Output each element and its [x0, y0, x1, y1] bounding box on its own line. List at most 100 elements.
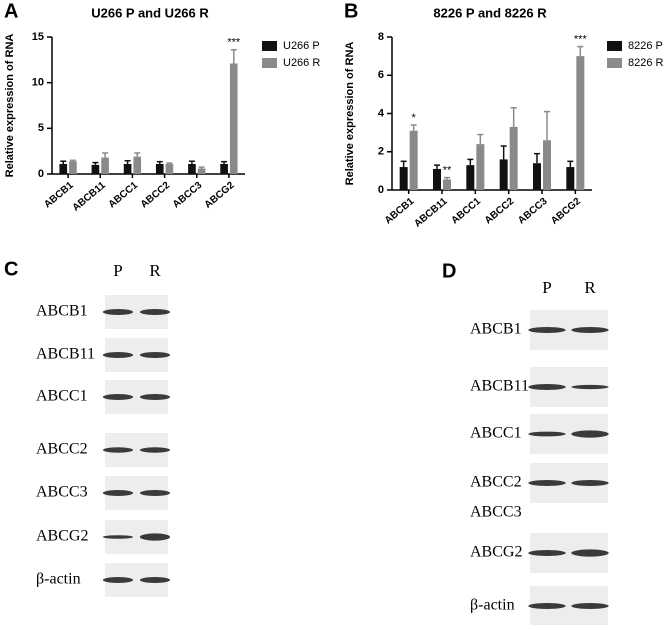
significance-label: ** — [443, 164, 452, 176]
bar — [69, 161, 77, 174]
y-tick-label: 0 — [378, 184, 384, 196]
bar — [91, 164, 100, 174]
x-tick-label: ABCC1 — [107, 180, 141, 211]
bar — [499, 159, 508, 190]
bar — [409, 130, 418, 190]
x-tick-label: ABCC2 — [139, 180, 173, 211]
bar — [399, 167, 408, 190]
blot-band — [571, 327, 609, 333]
blot-band — [102, 309, 134, 315]
protein-label: β-actin — [36, 571, 81, 588]
protein-label: ABCB1 — [470, 321, 522, 338]
legend-label: 8226 P — [628, 40, 663, 52]
protein-label: ABCC1 — [470, 425, 522, 442]
blot-band — [139, 394, 171, 400]
bar — [509, 126, 518, 190]
lane-label: P — [542, 278, 551, 297]
legend-swatch — [607, 41, 622, 51]
y-axis-label: Relative expression of RNA — [344, 42, 356, 186]
blot-band — [139, 533, 171, 541]
panel-label: C — [4, 258, 18, 280]
bar — [566, 167, 575, 190]
significance-label: *** — [227, 37, 241, 49]
x-tick-label: ABCG2 — [549, 196, 583, 227]
bar — [476, 144, 485, 190]
panel-label: A — [4, 0, 18, 22]
blot-band — [102, 535, 134, 539]
bar — [576, 56, 585, 190]
x-tick-label: ABCC3 — [516, 196, 550, 227]
blot-band — [571, 603, 609, 609]
blot-band — [528, 384, 566, 390]
protein-label: ABCG2 — [470, 544, 522, 561]
blot-band — [571, 480, 609, 486]
y-axis-label: Relative expression of RNA — [4, 34, 16, 178]
protein-label: ABCC3 — [36, 484, 88, 501]
bar — [155, 163, 164, 174]
legend-swatch — [262, 58, 277, 68]
legend-label: U266 R — [283, 57, 320, 69]
bar — [101, 157, 109, 174]
bar — [543, 140, 551, 190]
blot-band — [528, 480, 566, 486]
bar — [59, 163, 68, 174]
legend-swatch — [607, 58, 622, 68]
legend-label: U266 P — [283, 40, 320, 52]
bar — [466, 165, 475, 190]
blot-band — [571, 430, 609, 438]
protein-label: ABCC3 — [470, 504, 522, 521]
chart-title: 8226 P and 8226 R — [433, 5, 547, 20]
blot-band — [139, 447, 171, 453]
x-tick-label: ABCC2 — [483, 196, 517, 227]
panel-label: B — [344, 0, 358, 22]
x-tick-label: ABCC3 — [171, 180, 205, 211]
x-tick-label: ABCB11 — [412, 196, 450, 230]
bar — [443, 179, 451, 190]
protein-label: ABCG2 — [36, 528, 88, 545]
legend-swatch — [262, 41, 277, 51]
bar — [197, 168, 206, 174]
blot-band — [139, 309, 171, 315]
y-tick-label: 4 — [378, 107, 385, 119]
blot-band — [139, 490, 171, 496]
y-tick-label: 6 — [378, 69, 384, 81]
significance-label: * — [412, 112, 417, 124]
bar — [229, 63, 238, 175]
bar — [165, 163, 174, 174]
bar — [133, 156, 142, 174]
blot-band — [571, 384, 609, 390]
blot-band — [571, 549, 609, 557]
y-tick-label: 15 — [32, 31, 44, 43]
blot-band — [528, 550, 566, 556]
blot-band — [139, 352, 171, 358]
x-tick-label: ABCC1 — [449, 196, 483, 227]
lane-label: R — [584, 278, 596, 297]
lane-label: P — [113, 261, 122, 280]
protein-label: ABCC2 — [470, 474, 522, 491]
blot-band — [102, 577, 134, 583]
y-tick-label: 2 — [378, 146, 384, 158]
protein-label: ABCB1 — [36, 303, 88, 320]
chart-title: U266 P and U266 R — [91, 5, 209, 20]
x-tick-label: ABCG2 — [203, 180, 237, 211]
x-tick-label: ABCB11 — [71, 180, 109, 214]
blot-band — [102, 447, 134, 453]
bar — [123, 163, 132, 174]
blot-band — [102, 490, 134, 496]
legend-label: 8226 R — [628, 57, 664, 69]
bar — [220, 163, 228, 174]
blot-band — [528, 603, 566, 609]
y-tick-label: 8 — [378, 31, 384, 43]
protein-label: ABCC2 — [36, 441, 88, 458]
blot-band — [139, 577, 171, 583]
protein-label: ABCC1 — [36, 388, 88, 405]
protein-label: ABCB11 — [36, 346, 95, 363]
significance-label: *** — [574, 33, 588, 45]
panel-label: D — [442, 260, 456, 282]
y-tick-label: 0 — [38, 168, 44, 180]
blot-band — [528, 327, 566, 333]
protein-label: β-actin — [470, 597, 515, 614]
blot-band — [528, 431, 566, 437]
bar — [433, 168, 441, 190]
